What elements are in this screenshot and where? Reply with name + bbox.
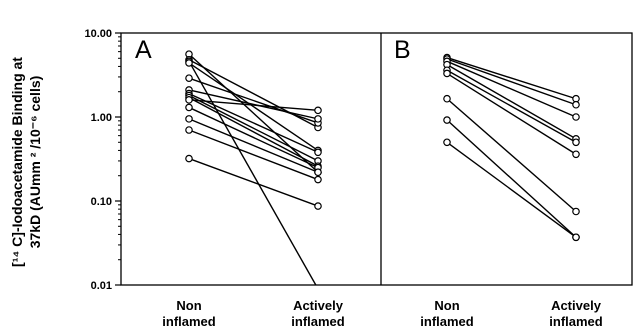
series-line xyxy=(446,69,577,143)
series-line xyxy=(188,99,319,112)
series-line xyxy=(446,119,577,238)
x-axis-categories: NoninflamedActivelyinflamedNoninflamedAc… xyxy=(162,298,603,329)
inflamed-point xyxy=(572,113,580,121)
series-line xyxy=(188,53,319,173)
y-axis-label-line1: [¹⁴ C]-Iodoacetamide Binding at xyxy=(9,57,25,267)
series-line xyxy=(188,94,319,162)
non-inflamed-point xyxy=(185,126,193,134)
non-inflamed-point xyxy=(443,138,451,147)
x-category-label: inflamed xyxy=(162,314,216,329)
x-category-label: inflamed xyxy=(549,314,603,329)
inflamed-point xyxy=(314,202,322,210)
y-tick-label: 0.10 xyxy=(91,196,112,208)
series-line xyxy=(446,72,577,155)
y-tick-label: 0.01 xyxy=(91,280,112,292)
non-inflamed-point xyxy=(443,94,451,103)
x-category-label: inflamed xyxy=(420,314,474,329)
panel-b: B xyxy=(394,36,580,242)
non-inflamed-point xyxy=(185,154,193,163)
x-category-label: Non xyxy=(176,298,201,313)
x-category-label: Non xyxy=(434,298,459,313)
plot-frame xyxy=(120,32,633,286)
inflamed-point xyxy=(314,106,322,115)
panel-label-a: A xyxy=(135,36,152,64)
series-line xyxy=(188,60,317,286)
series-line xyxy=(446,64,577,140)
non-inflamed-point xyxy=(443,116,451,124)
x-category-label: Actively xyxy=(293,298,344,313)
inflamed-point xyxy=(314,115,322,123)
series-line xyxy=(188,106,319,169)
panel-label-b: B xyxy=(394,36,411,64)
panel-a: A xyxy=(135,36,322,286)
non-inflamed-point xyxy=(185,74,193,82)
series-line xyxy=(188,129,319,181)
series-line xyxy=(446,58,577,106)
non-inflamed-point xyxy=(185,115,193,123)
series-line xyxy=(188,118,319,173)
series-line xyxy=(188,97,319,167)
series-line xyxy=(188,77,319,124)
inflamed-point xyxy=(572,100,580,109)
series-line xyxy=(446,56,577,100)
series-line xyxy=(188,62,319,152)
inflamed-point xyxy=(572,150,580,159)
x-category-label: inflamed xyxy=(291,314,345,329)
inflamed-point xyxy=(314,148,322,157)
inflamed-point xyxy=(314,175,322,184)
non-inflamed-point xyxy=(185,59,193,67)
inflamed-point xyxy=(572,207,580,216)
inflamed-point xyxy=(572,138,580,147)
plot-axes: 10.00 1.00 0.10 0.01 xyxy=(84,28,633,292)
series-line xyxy=(188,157,319,207)
series-line xyxy=(188,92,319,153)
y-tick-label: 1.00 xyxy=(91,112,112,124)
y-axis-label-line2: 37kD (AUmm ² /10⁻⁶ cells) xyxy=(27,76,43,249)
series-line xyxy=(446,60,577,118)
y-tick-label: 10.00 xyxy=(84,28,112,40)
x-category-label: Actively xyxy=(551,298,602,313)
series-line xyxy=(446,98,577,213)
series-line xyxy=(446,141,577,238)
inflamed-point xyxy=(572,233,580,242)
inflamed-point xyxy=(314,168,322,177)
non-inflamed-point xyxy=(185,103,193,112)
series-line xyxy=(188,59,319,129)
non-inflamed-point xyxy=(185,96,193,104)
non-inflamed-point xyxy=(443,69,451,78)
y-axis-label: [¹⁴ C]-Iodoacetamide Binding at 37kD (AU… xyxy=(9,57,43,267)
